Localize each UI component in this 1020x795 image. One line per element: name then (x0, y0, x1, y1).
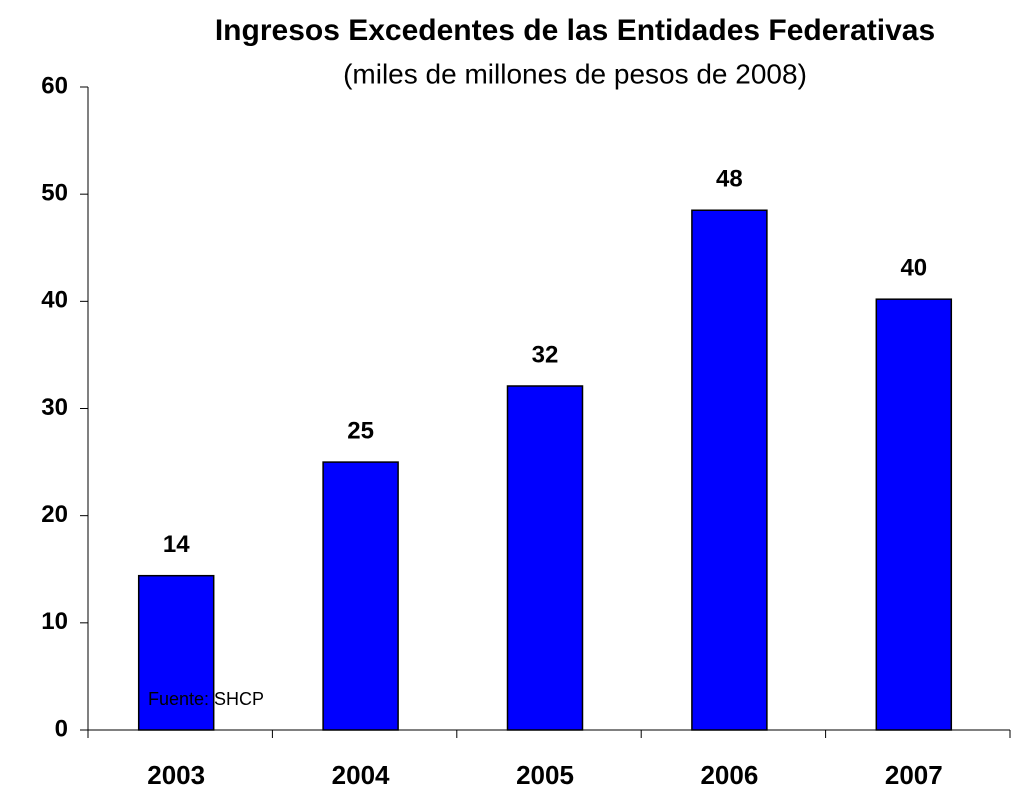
chart-title: Ingresos Excedentes de las Entidades Fed… (215, 14, 935, 47)
data-label: 14 (163, 531, 190, 558)
x-tick-label: 2003 (147, 760, 205, 790)
bar (875, 298, 953, 731)
x-tick-label: 2006 (700, 760, 758, 790)
bar (322, 461, 399, 731)
bar (506, 385, 584, 731)
data-label: 48 (716, 166, 743, 193)
bar (691, 209, 768, 731)
x-tick-label: 2004 (332, 760, 390, 790)
data-label: 40 (900, 255, 927, 282)
y-tick-label: 50 (41, 180, 68, 207)
chart-subtitle: (miles de millones de pesos de 2008) (343, 58, 807, 89)
x-tick-label: 2007 (885, 760, 943, 790)
x-tick-label: 2005 (516, 760, 574, 790)
y-tick-label: 60 (41, 72, 68, 99)
y-tick-label: 0 (55, 715, 68, 742)
y-tick-label: 10 (41, 608, 68, 635)
data-label: 25 (347, 417, 374, 444)
bar (137, 574, 215, 731)
y-tick-label: 40 (41, 287, 68, 314)
annotation: Fuente: SHCP (148, 689, 264, 709)
y-tick-label: 20 (41, 501, 68, 528)
y-tick-label: 30 (41, 394, 68, 421)
data-label: 32 (532, 341, 559, 368)
